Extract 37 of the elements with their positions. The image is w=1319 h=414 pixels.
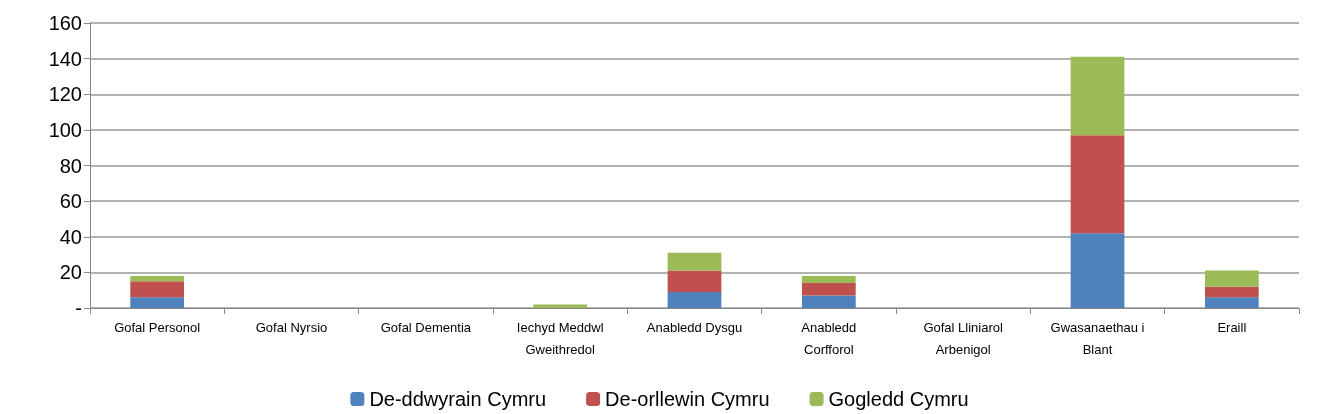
y-tick-label: 40 — [59, 225, 82, 248]
x-tick-label: Gofal Dementia — [380, 319, 472, 335]
y-tick-label: 160 — [48, 12, 82, 34]
x-tick-label: Gofal Personol — [114, 319, 201, 335]
bar — [130, 281, 185, 298]
x-tick-label: Gofal Lliniarol Arbenigol — [923, 319, 1004, 357]
y-tick-label: 80 — [59, 154, 82, 177]
x-tick-label: Eraill — [1217, 319, 1247, 335]
bar — [130, 275, 185, 282]
y-tick-label: 20 — [59, 261, 82, 284]
bar — [667, 270, 722, 292]
bar — [1070, 233, 1125, 308]
y-tick-label: - — [75, 297, 82, 319]
bar — [667, 291, 722, 308]
x-tick-label: Gofal Nyrsio — [255, 319, 328, 335]
legend-label: De-orllewin Cymru — [605, 388, 770, 410]
bar — [1204, 270, 1259, 287]
bar — [1070, 56, 1125, 136]
y-tick-label: 140 — [48, 47, 82, 70]
x-tick-label: Gwasanaethau i Blant — [1050, 319, 1145, 357]
bar — [801, 295, 856, 308]
y-tick-label: 100 — [48, 118, 82, 141]
bar — [1070, 135, 1125, 234]
bar — [667, 252, 722, 271]
legend-label: Gogledd Cymru — [828, 388, 969, 410]
legend-label: De-ddwyrain Cymru — [369, 388, 547, 410]
y-tick-label: 60 — [59, 190, 82, 213]
x-tick-label: Iechyd Meddwl Gweithredol — [516, 319, 604, 357]
bar — [533, 304, 588, 308]
y-tick-label: 120 — [48, 83, 82, 106]
bar — [130, 297, 185, 308]
bar — [1204, 297, 1259, 308]
bar — [801, 283, 856, 296]
x-tick-label: Anabledd Dysgu — [646, 319, 743, 335]
bar — [801, 275, 856, 284]
x-tick-label: Anabledd Corfforol — [801, 319, 857, 357]
bar — [1204, 286, 1259, 298]
